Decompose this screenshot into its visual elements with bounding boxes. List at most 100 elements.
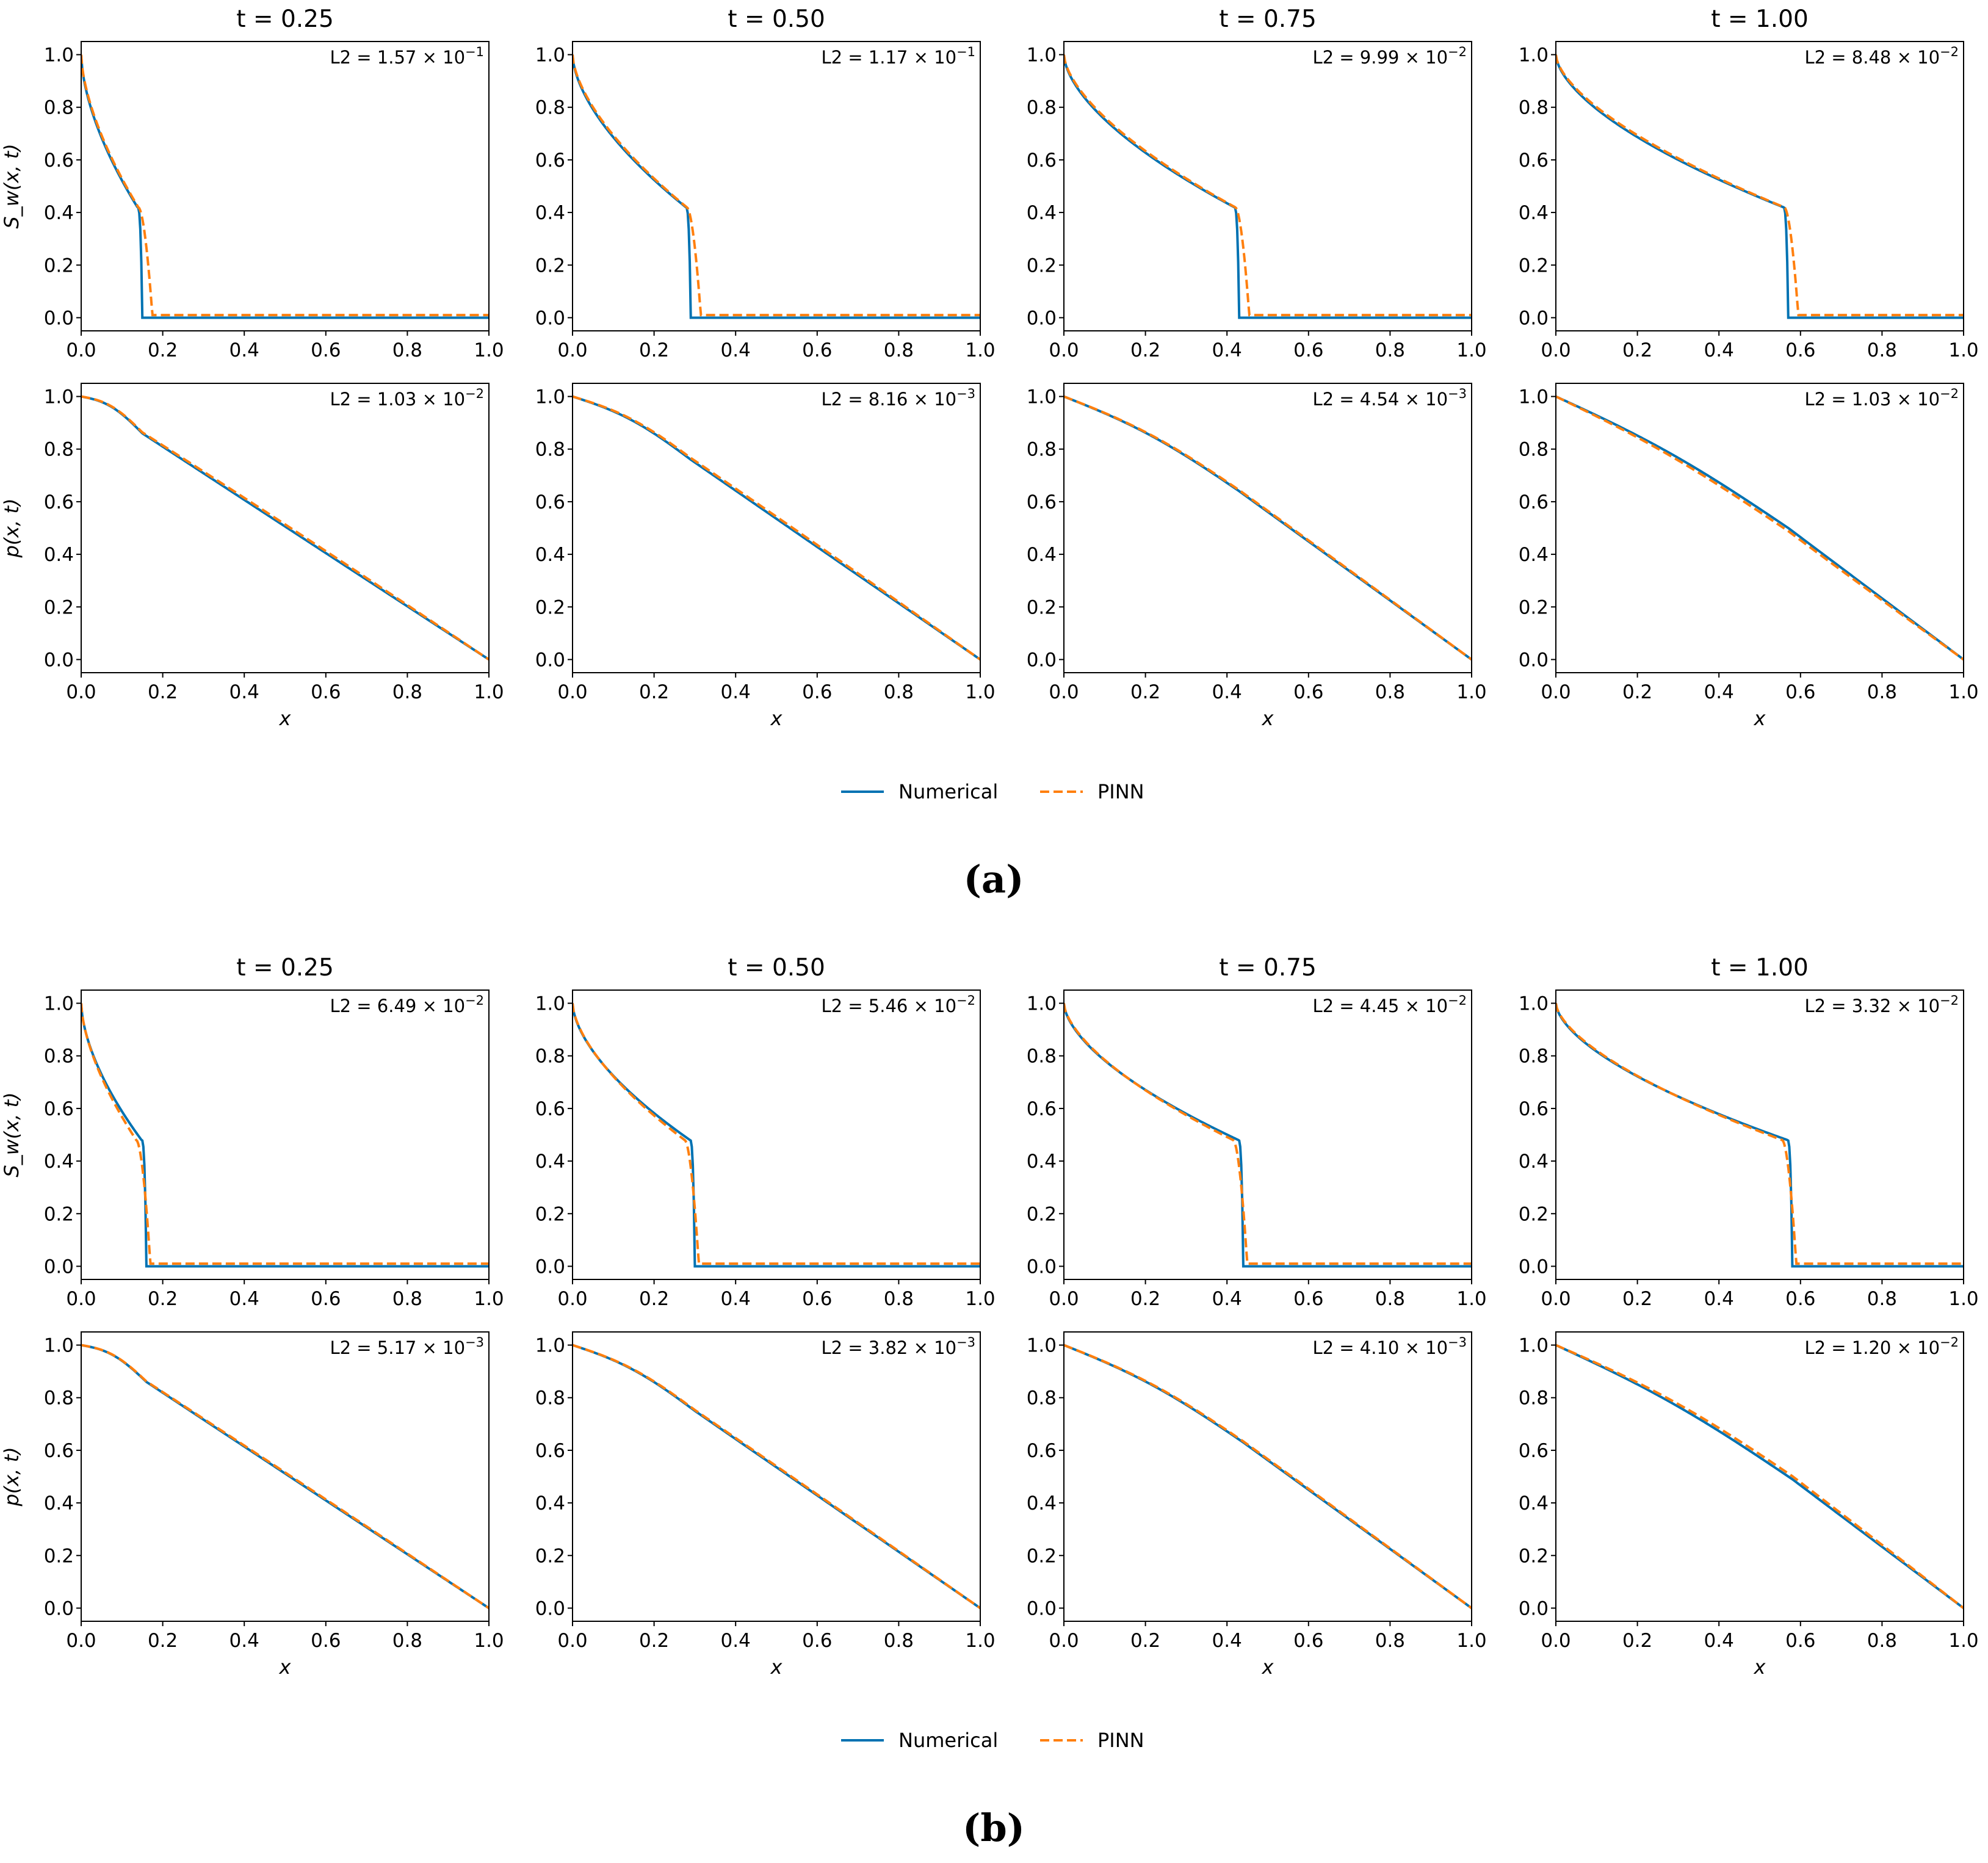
x-tick-label: 0.2 xyxy=(1130,1288,1160,1310)
x-tick-label: 1.0 xyxy=(1948,1288,1978,1310)
x-axis-label: x xyxy=(770,1655,783,1679)
y-tick-label: 0.8 xyxy=(535,439,565,461)
y-tick-label: 0.4 xyxy=(1519,544,1549,566)
y-tick-label: 1.0 xyxy=(1027,993,1057,1015)
x-tick-label: 0.4 xyxy=(721,681,751,703)
y-tick-label: 0.8 xyxy=(1027,1046,1057,1068)
series-numerical-line xyxy=(81,395,489,661)
series-numerical-line xyxy=(573,54,980,319)
l2-base: L2 = 1.20 × 10 xyxy=(1804,1337,1940,1358)
x-tick-label: 0.6 xyxy=(802,1630,832,1652)
series-pinn-line xyxy=(81,54,489,317)
legend: Numerical PINN xyxy=(841,1729,1144,1752)
y-tick-label: 1.0 xyxy=(1519,1335,1549,1357)
y-tick-label: 0.4 xyxy=(1519,1492,1549,1514)
y-tick-label: 0.2 xyxy=(1519,1203,1549,1225)
l2-base: L2 = 5.46 × 10 xyxy=(821,996,956,1016)
y-tick-label: 1.0 xyxy=(535,993,565,1015)
x-tick-label: 0.0 xyxy=(66,339,96,361)
y-tick-label: 1.0 xyxy=(1027,386,1057,408)
x-tick-label: 0.8 xyxy=(1375,339,1405,361)
axes-frame xyxy=(81,41,490,331)
x-tick-label: 0.0 xyxy=(66,681,96,703)
x-tick-label: 0.6 xyxy=(1293,1288,1323,1310)
l2-exponent: −2 xyxy=(1448,993,1467,1008)
x-tick-label: 1.0 xyxy=(1456,1630,1486,1652)
y-tick-label: 0.4 xyxy=(1519,202,1549,224)
axes-frame xyxy=(1063,989,1472,1280)
y-tick-label: 0.4 xyxy=(535,202,565,224)
axes-frame xyxy=(1555,989,1964,1280)
y-tick-label: 0.8 xyxy=(1519,97,1549,119)
panel-caption: (a) xyxy=(964,857,1024,902)
x-tick-label: 0.0 xyxy=(1049,681,1079,703)
y-tick-label: 0.4 xyxy=(44,1492,74,1514)
x-tick-label: 0.8 xyxy=(1867,1288,1897,1310)
series-pinn-line xyxy=(81,395,489,661)
axes-frame xyxy=(572,1331,981,1622)
x-tick-label: 0.8 xyxy=(392,1630,422,1652)
subplot-pressure-col-1: 0.0 0.2 0.4 0.6 0.8 1.0 0.0 0.2 0.4 0.6 0.8 1.0 x L2 … xyxy=(535,1331,996,1679)
l2-base: L2 = 4.10 × 10 xyxy=(1312,1337,1448,1358)
y-tick-label: 0.2 xyxy=(1519,596,1549,618)
y-tick-label: 0.0 xyxy=(1519,649,1549,671)
axes-frame xyxy=(1555,1331,1964,1622)
x-tick-label: 0.6 xyxy=(802,339,832,361)
x-tick-label: 1.0 xyxy=(1456,339,1486,361)
x-tick-label: 0.2 xyxy=(1130,681,1160,703)
y-tick-label: 0.8 xyxy=(1519,439,1549,461)
y-tick-label: 0.6 xyxy=(1027,491,1057,513)
y-tick-label: 0.8 xyxy=(1027,1387,1057,1409)
y-tick-label: 0.8 xyxy=(44,97,74,119)
l2-exponent: −2 xyxy=(465,993,484,1008)
x-axis-label: x xyxy=(1754,1655,1766,1679)
series-numerical-line xyxy=(81,1003,489,1268)
y-tick-label: 0.0 xyxy=(44,1597,74,1619)
l2-exponent: −2 xyxy=(1940,993,1959,1008)
y-tick-label: 0.4 xyxy=(1027,1151,1057,1173)
column-title: t = 0.25 xyxy=(236,5,334,33)
l2-error-label: L2 = 1.03 × 10−2 xyxy=(330,386,484,410)
y-tick-label: 0.4 xyxy=(44,202,74,224)
subplot-saturation-col-1: 0.0 0.2 0.4 0.6 0.8 1.0 0.0 0.2 0.4 0.6 0.8 1.0 L2 =… xyxy=(535,989,996,1310)
series-pinn-line xyxy=(1556,54,1964,317)
y-tick-label: 0.4 xyxy=(44,1151,74,1173)
y-tick-label: 0.2 xyxy=(1027,1203,1057,1225)
series-pinn-line xyxy=(1064,1344,1472,1610)
x-tick-label: 1.0 xyxy=(474,1288,504,1310)
legend-numerical-label: Numerical xyxy=(898,1729,998,1752)
x-tick-label: 0.0 xyxy=(1541,1288,1571,1310)
axes-frame xyxy=(81,383,490,673)
l2-base: L2 = 9.99 × 10 xyxy=(1312,47,1448,68)
y-tick-label: 1.0 xyxy=(44,45,74,67)
x-tick-label: 0.6 xyxy=(802,1288,832,1310)
l2-base: L2 = 1.17 × 10 xyxy=(821,47,956,68)
l2-error-label: L2 = 1.20 × 10−2 xyxy=(1804,1335,1959,1358)
legend: Numerical PINN xyxy=(841,780,1144,803)
y-tick-label: 0.4 xyxy=(535,1151,565,1173)
axes-frame xyxy=(572,989,981,1280)
x-tick-label: 0.2 xyxy=(1622,1630,1652,1652)
y-tick-label: 1.0 xyxy=(535,1335,565,1357)
series-numerical-line xyxy=(1064,1003,1472,1268)
y-tick-label: 1.0 xyxy=(44,993,74,1015)
x-tick-label: 0.6 xyxy=(1785,339,1815,361)
x-tick-label: 1.0 xyxy=(965,681,995,703)
l2-error-label: L2 = 1.03 × 10−2 xyxy=(1804,386,1959,410)
l2-base: L2 = 4.54 × 10 xyxy=(1312,389,1448,410)
x-tick-label: 0.4 xyxy=(1704,339,1734,361)
y-tick-label: 0.0 xyxy=(1519,1256,1549,1278)
subplot-pressure-col-0: 0.0 0.2 0.4 0.6 0.8 1.0 0.0 0.2 0.4 0.6 0.8 1.0 x L2 … xyxy=(44,1331,504,1679)
x-tick-label: 0.4 xyxy=(1212,339,1242,361)
x-tick-label: 0.0 xyxy=(1049,1630,1079,1652)
x-tick-label: 0.2 xyxy=(1622,339,1652,361)
y-tick-label: 0.0 xyxy=(44,307,74,329)
y-tick-label: 0.8 xyxy=(1027,439,1057,461)
y-tick-label: 0.4 xyxy=(535,1492,565,1514)
l2-base: L2 = 6.49 × 10 xyxy=(330,996,465,1016)
x-tick-label: 0.0 xyxy=(557,339,587,361)
y-tick-label: 0.2 xyxy=(535,596,565,618)
l2-error-label: L2 = 8.48 × 10−2 xyxy=(1804,45,1959,68)
l2-exponent: −2 xyxy=(1940,386,1959,401)
x-tick-label: 0.8 xyxy=(1375,1288,1405,1310)
